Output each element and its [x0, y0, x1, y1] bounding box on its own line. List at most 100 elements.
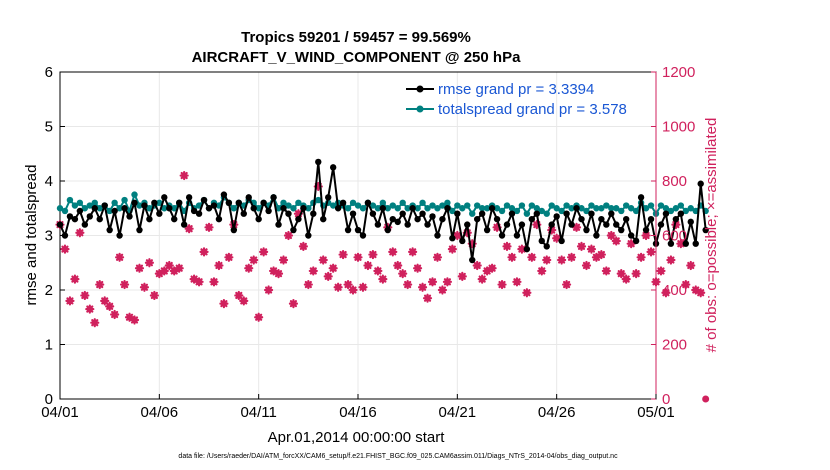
- obs-point: [65, 296, 75, 306]
- obs-point: [343, 279, 353, 290]
- spread-point: [642, 205, 650, 212]
- rmse-point: [255, 215, 262, 223]
- y-left-tick-label: 4: [45, 173, 53, 190]
- rmse-point: [161, 194, 168, 201]
- rmse-point: [667, 240, 675, 247]
- rmse-point: [136, 226, 143, 234]
- obs-point: [110, 309, 120, 320]
- obs-point: [497, 279, 507, 290]
- spread-point: [464, 202, 471, 209]
- spread-point: [354, 202, 362, 209]
- obs-point: [417, 282, 428, 292]
- obs-point: [169, 266, 179, 276]
- y-right-tick-label: 600: [662, 228, 687, 245]
- rmse-point: [528, 215, 536, 223]
- obs-point: [537, 266, 547, 276]
- spread-point: [305, 205, 312, 212]
- obs-point: [119, 279, 130, 290]
- rmse-point: [66, 213, 74, 220]
- rmse-point: [603, 221, 610, 228]
- obs-point: [646, 247, 656, 257]
- y-left-tick-label: 0: [45, 391, 53, 408]
- rmse-point: [454, 210, 461, 217]
- spread-point: [538, 207, 545, 215]
- legend: rmse grand pr = 3.3394 totalspread grand…: [406, 81, 627, 118]
- spread-point: [469, 210, 476, 217]
- obs-point: [90, 318, 100, 328]
- x-tick-label: 04/11: [240, 404, 276, 421]
- y-left-tick-label: 2: [45, 282, 53, 299]
- obs-marker-layer: [55, 170, 710, 403]
- obs-point: [273, 269, 284, 279]
- rmse-point: [200, 196, 208, 204]
- spread-point: [444, 199, 451, 206]
- rmse-point: [310, 210, 317, 217]
- spread-point: [384, 205, 391, 212]
- obs-point: [691, 285, 701, 295]
- obs-point: [214, 260, 224, 271]
- obs-point: [338, 249, 348, 260]
- obs-point: [452, 230, 462, 241]
- obs-point: [144, 258, 154, 268]
- rmse-point: [151, 199, 158, 206]
- rmse-point: [429, 213, 436, 220]
- y-axis-label-left: rmse and totalspread: [23, 165, 40, 306]
- spread-point: [146, 205, 153, 212]
- rmse-point: [265, 207, 272, 215]
- spread-point: [111, 199, 118, 206]
- rmse-point: [553, 213, 560, 220]
- grid-lines: [59, 71, 657, 400]
- spread-point: [677, 202, 685, 209]
- obs-point: [139, 282, 150, 292]
- obs-point: [189, 274, 199, 284]
- spread-point: [548, 202, 555, 209]
- rmse-point: [513, 232, 521, 239]
- rmse-point: [230, 226, 238, 234]
- obs-point: [601, 266, 611, 276]
- obs-point: [149, 290, 159, 301]
- obs-point: [358, 282, 368, 292]
- obs-point: [403, 279, 413, 290]
- obs-point: [631, 269, 641, 279]
- rmse-point: [290, 226, 297, 234]
- rmse-point: [687, 218, 694, 226]
- rmse-point: [533, 210, 540, 217]
- obs-point: [457, 271, 467, 281]
- rmse-point: [235, 199, 242, 206]
- rmse-point: [156, 210, 163, 217]
- obs-point: [293, 209, 303, 219]
- obs-point: [432, 252, 443, 262]
- obs-point: [234, 290, 244, 301]
- rmse-point: [141, 202, 148, 209]
- obs-point: [95, 279, 105, 290]
- spread-point: [131, 191, 138, 198]
- rmse-point: [424, 221, 431, 228]
- obs-point: [194, 277, 204, 287]
- obs-point: [676, 239, 686, 249]
- obs-point: [373, 266, 383, 276]
- x-tick-label: 05/01: [637, 404, 675, 421]
- rmse-point: [215, 215, 223, 223]
- obs-point: [527, 252, 537, 262]
- spread-point: [230, 205, 238, 212]
- rmse-point: [677, 210, 685, 217]
- x-axis-label: Apr.01,2014 00:00:00 start: [268, 429, 446, 446]
- obs-point: [636, 252, 646, 262]
- rmse-point: [682, 240, 689, 247]
- obs-point: [596, 249, 606, 260]
- rmse-point: [171, 215, 178, 223]
- spread-point: [285, 202, 292, 209]
- spread-point: [315, 196, 322, 204]
- spread-point: [116, 205, 123, 212]
- rmse-point: [106, 226, 113, 234]
- obs-point: [100, 296, 110, 306]
- spread-point: [508, 205, 516, 212]
- rmse-point: [478, 210, 486, 217]
- obs-point: [532, 220, 542, 230]
- obs-point: [571, 222, 582, 232]
- spread-point: [56, 205, 64, 212]
- spread-point: [136, 202, 143, 209]
- spread-point: [672, 205, 680, 212]
- rmse-point: [250, 205, 257, 212]
- rmse-point: [185, 194, 193, 201]
